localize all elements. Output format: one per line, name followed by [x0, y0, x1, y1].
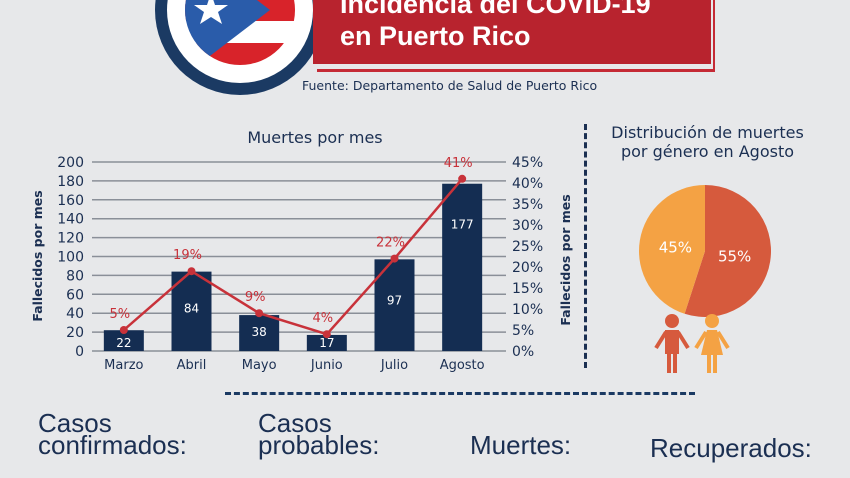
title-line-2: en Puerto Rico [340, 21, 531, 51]
x-tick-label: Agosto [440, 358, 485, 373]
arm [716, 330, 730, 350]
percent-label: 5% [110, 307, 131, 322]
female-icon [694, 314, 730, 373]
stat-label: confirmados: [38, 430, 187, 460]
bar-value-label: 177 [451, 218, 474, 232]
x-tick-label: Julio [380, 358, 408, 373]
head [705, 314, 719, 328]
bar [103, 330, 144, 351]
y2-tick-label: 35% [512, 197, 543, 213]
percent-label: 9% [245, 290, 266, 305]
y-tick-label: 140 [57, 212, 84, 228]
y-tick-label: 0 [75, 344, 84, 360]
y-tick-label: 20 [66, 325, 84, 341]
y2-tick-label: 0% [512, 344, 534, 360]
percent-label: 4% [313, 311, 334, 326]
y-tick-label: 100 [57, 250, 84, 266]
title-banner [313, 0, 711, 64]
percent-label: 22% [376, 236, 405, 251]
pie-chart: 55% 45% [639, 185, 771, 373]
y2-axis-label: Fallecidos por mes [558, 194, 573, 325]
y2-tick-label: 10% [512, 302, 543, 318]
male-icon [654, 314, 690, 373]
percent-label: 19% [173, 248, 202, 263]
y-tick-label: 160 [57, 193, 84, 209]
pie-label: 45% [659, 238, 692, 256]
y-tick-label: 40 [66, 306, 84, 322]
body [701, 330, 723, 355]
bar [306, 334, 347, 351]
bar-chart: 0 20 40 60 80 100 120 140 160 180 200 0% 5% 10% 15% 20%… [30, 155, 573, 373]
y2-tick-label: 25% [512, 239, 543, 255]
pie-title-line-1: Distribución de muertes [611, 123, 804, 142]
bar [442, 183, 483, 351]
pie-slice [684, 185, 771, 317]
x-tick-label: Marzo [104, 358, 143, 373]
percent-point [458, 174, 467, 183]
stat-recovered: Recuperados: [650, 433, 812, 463]
percent-point [255, 309, 264, 318]
y-tick-label: 200 [57, 155, 84, 171]
x-tick-label: Abril [177, 358, 207, 373]
y2-tick-label: 45% [512, 155, 543, 171]
percent-point [322, 330, 331, 339]
bar-value-label: 97 [387, 293, 402, 307]
y2-tick-label: 5% [512, 323, 534, 339]
y-tick-label: 120 [57, 231, 84, 247]
percent-point [119, 326, 128, 334]
y-axis-label: Fallecidos por mes [30, 190, 45, 321]
y2-tick-label: 15% [512, 281, 543, 297]
vertical-divider [584, 124, 587, 368]
bar [171, 271, 212, 351]
y2-tick-label: 30% [512, 218, 543, 234]
y-tick-label: 80 [66, 268, 84, 284]
horizontal-divider [225, 392, 695, 395]
y2-tick-label: 20% [512, 260, 543, 276]
bar [239, 315, 280, 351]
percent-line [123, 177, 464, 336]
pie-chart-title: Distribución de muertes por género en Ag… [590, 123, 825, 161]
stat-probable-cases: Casos probables: [258, 408, 380, 460]
bar-value-label: 38 [252, 325, 267, 339]
stat-label: Muertes: [470, 430, 572, 460]
stat-label: Casos [258, 408, 332, 438]
pie-slice [639, 185, 705, 314]
y-tick-label: 60 [66, 287, 84, 303]
stat-label: Casos [38, 408, 112, 438]
bar-value-label: 22 [116, 336, 131, 350]
page-title: Incidencia del COVID-19 en Puerto Rico [340, 0, 651, 52]
source-text: Fuente: Departamento de Salud de Puerto … [302, 78, 598, 93]
arm [694, 330, 708, 350]
y-tick-label: 180 [57, 174, 84, 190]
title-line-1: Incidencia del COVID-19 [340, 0, 651, 19]
body [665, 330, 679, 354]
bar-chart-title: Muertes por mes [247, 128, 383, 147]
pie-title-line-2: por género en Agosto [620, 142, 795, 161]
percent-point [187, 267, 196, 276]
arm [676, 330, 690, 350]
arm [654, 330, 668, 350]
head [665, 314, 679, 328]
y2-tick-label: 40% [512, 176, 543, 192]
percent-point [390, 254, 399, 263]
stat-deaths: Muertes: [470, 430, 572, 460]
percent-label: 41% [444, 156, 473, 171]
puerto-rico-flag-icon [185, 0, 295, 65]
pie-label: 55% [718, 248, 751, 266]
bar-value-label: 84 [184, 301, 199, 315]
stat-label: probables: [258, 430, 380, 460]
x-tick-label: Mayo [242, 358, 277, 373]
stat-label: Recuperados: [650, 433, 812, 463]
bar-value-label: 17 [319, 336, 334, 350]
stat-confirmed-cases: Casos confirmados: [38, 408, 187, 460]
x-tick-label: Junio [310, 358, 343, 373]
